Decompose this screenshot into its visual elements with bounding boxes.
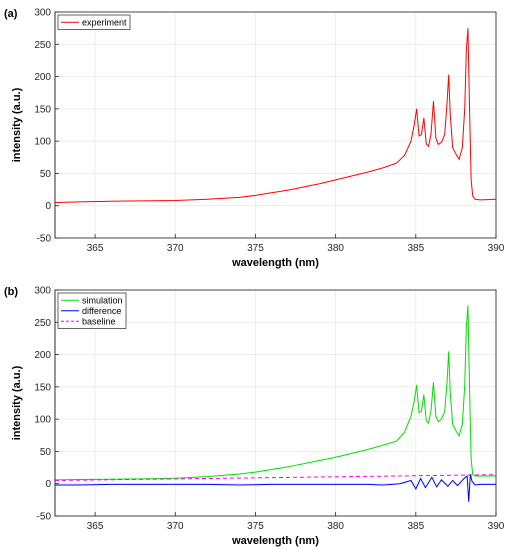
- y-tick-label: 300: [34, 286, 51, 297]
- y-tick-label: -50: [37, 512, 52, 523]
- plot-border: [54, 11, 497, 239]
- x-tick-label: 365: [87, 243, 104, 254]
- legend-label-baseline: baseline: [82, 316, 116, 326]
- y-axis-label: intensity (a.u.): [11, 87, 23, 162]
- y-tick-label: 250: [34, 318, 51, 329]
- x-tick-label: 375: [247, 243, 264, 254]
- y-tick-label: -50: [37, 234, 52, 245]
- y-tick-label: 150: [34, 104, 51, 115]
- x-axis-label: wavelength (nm): [231, 257, 319, 269]
- legend: experiment: [57, 14, 131, 30]
- y-tick-label: 100: [34, 415, 51, 426]
- legend-label-difference: difference: [82, 306, 121, 316]
- x-tick-label: 390: [488, 521, 505, 532]
- y-tick-label: 250: [34, 40, 51, 51]
- y-tick-label: 300: [34, 8, 51, 19]
- series-line-simulation: [55, 305, 496, 481]
- y-tick-label: 100: [34, 137, 51, 148]
- y-axis-label: intensity (a.u.): [11, 365, 23, 440]
- x-tick-label: 375: [247, 521, 264, 532]
- y-tick-label: 0: [45, 201, 51, 212]
- x-tick-label: 370: [167, 521, 184, 532]
- x-tick-label: 385: [407, 521, 424, 532]
- x-tick-label: 380: [327, 243, 344, 254]
- plot-border: [54, 289, 497, 517]
- y-tick-label: 200: [34, 350, 51, 361]
- legend-label-experiment: experiment: [82, 17, 127, 27]
- x-axis-label: wavelength (nm): [231, 535, 319, 547]
- y-tick-label: 200: [34, 72, 51, 83]
- x-tick-label: 380: [327, 521, 344, 532]
- x-tick-label: 390: [488, 243, 505, 254]
- y-tick-label: 150: [34, 382, 51, 393]
- series-line-experiment: [55, 28, 496, 203]
- x-tick-label: 385: [407, 243, 424, 254]
- x-tick-label: 370: [167, 243, 184, 254]
- chart-panel-1: 365 370 375 380 385 390 -50 0 50 100 150 200 250 300 w…: [4, 8, 505, 270]
- chart-panel-2: 365 370 375 380 385 390 -50 0 50 100 150 200 250 300 w…: [4, 286, 505, 548]
- plot-area: [54, 11, 497, 239]
- x-tick-label: 365: [87, 521, 104, 532]
- y-tick-label: 50: [40, 169, 52, 180]
- legend-box: [57, 14, 131, 30]
- y-tick-label: 50: [40, 447, 52, 458]
- panel-label: (b): [4, 286, 18, 298]
- series-line-difference: [55, 473, 496, 502]
- y-tick-label: 0: [45, 479, 51, 490]
- series-line-baseline: [55, 474, 496, 481]
- panel-label: (a): [4, 8, 18, 20]
- legend-label-simulation: simulation: [82, 295, 123, 305]
